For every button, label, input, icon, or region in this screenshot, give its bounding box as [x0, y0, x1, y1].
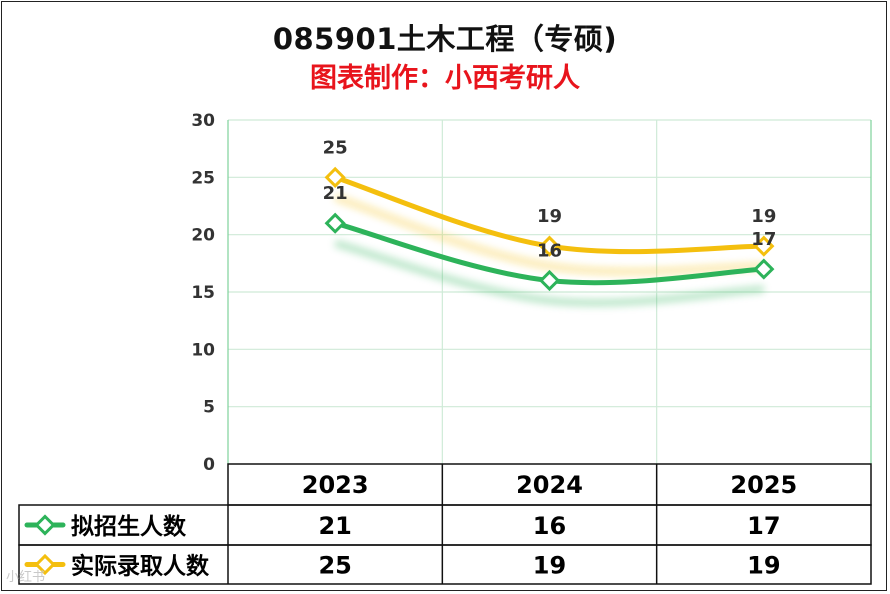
y-tick-label: 10 — [191, 340, 215, 360]
y-tick-label: 5 — [203, 398, 215, 418]
data-label: 25 — [323, 137, 348, 158]
data-point-marker — [538, 235, 561, 257]
data-label: 16 — [537, 241, 562, 262]
legend-key-marker — [34, 514, 56, 536]
data-label: 17 — [751, 229, 776, 250]
data-point-marker — [753, 235, 775, 257]
data-point-marker — [753, 258, 775, 280]
table-value: 16 — [533, 512, 566, 540]
legend-series-name: 拟招生人数 — [71, 513, 187, 540]
data-label: 21 — [323, 183, 348, 204]
table-value: 19 — [747, 552, 780, 580]
y-tick-label: 15 — [191, 283, 215, 303]
watermark: 小红书 — [6, 570, 46, 585]
table-value: 17 — [747, 512, 780, 540]
series-shadow — [334, 239, 765, 307]
data-point-marker — [538, 269, 561, 292]
table-series-row — [18, 544, 872, 585]
chart-subtitle: 图表制作：小西考研人 — [310, 63, 580, 94]
y-tick-label: 25 — [191, 168, 215, 188]
table-value: 21 — [318, 512, 351, 540]
table-category-label: 2024 — [516, 471, 583, 499]
legend-key-marker — [34, 553, 56, 576]
data-label: 19 — [751, 206, 776, 227]
data-point-marker — [324, 166, 346, 188]
table-category-label: 2023 — [302, 471, 369, 499]
y-tick-label: 0 — [203, 455, 215, 475]
data-point-marker — [324, 212, 346, 234]
table-value: 25 — [318, 552, 351, 580]
data-label: 19 — [537, 206, 562, 227]
table-category-label: 2025 — [730, 471, 797, 499]
y-tick-label: 20 — [191, 226, 215, 246]
legend-series-name: 实际录取人数 — [71, 553, 210, 580]
chart-title: 085901土木工程（专硕) — [272, 22, 618, 56]
y-tick-label: 30 — [191, 111, 215, 131]
table-value: 19 — [533, 552, 566, 580]
series-shadow — [334, 194, 764, 276]
